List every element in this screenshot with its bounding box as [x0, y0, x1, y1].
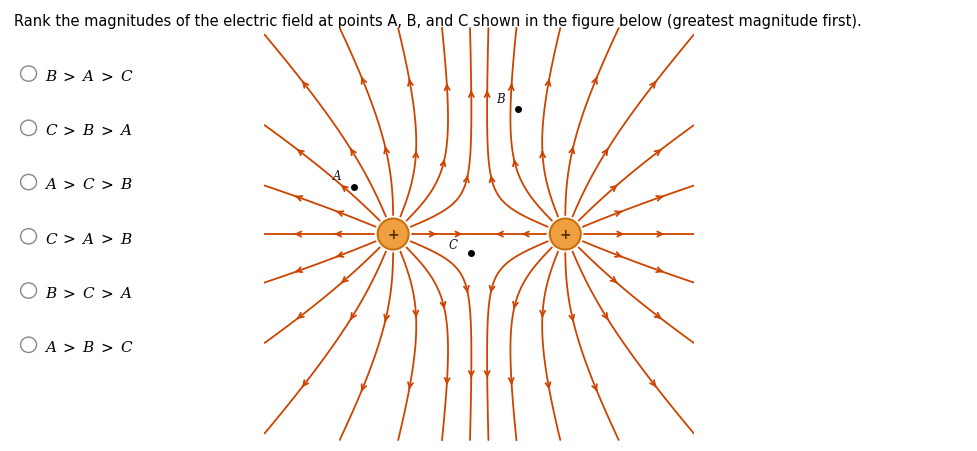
Text: C: C [120, 70, 132, 83]
Circle shape [377, 219, 408, 250]
Text: C: C [45, 232, 57, 246]
Text: C: C [120, 341, 132, 354]
Text: C: C [448, 238, 457, 251]
Text: >: > [101, 177, 113, 193]
Text: A: A [82, 70, 94, 83]
Text: B: B [45, 70, 57, 83]
Text: A: A [120, 286, 131, 300]
Text: >: > [63, 231, 75, 247]
Circle shape [549, 219, 580, 250]
Text: C: C [45, 124, 57, 138]
Text: B: B [496, 92, 504, 106]
Text: B: B [45, 286, 57, 300]
Text: B: B [120, 232, 131, 246]
Text: B: B [82, 341, 94, 354]
Text: >: > [63, 69, 75, 84]
Text: +: + [559, 228, 571, 241]
Text: A: A [45, 341, 56, 354]
Text: >: > [101, 123, 113, 138]
Text: C: C [82, 286, 94, 300]
Text: >: > [63, 340, 75, 355]
Text: >: > [63, 123, 75, 138]
Text: B: B [120, 178, 131, 192]
Text: C: C [82, 178, 94, 192]
Text: >: > [101, 340, 113, 355]
Text: Rank the magnitudes of the electric field at points A, B, and C shown in the fig: Rank the magnitudes of the electric fiel… [15, 14, 862, 28]
Text: >: > [101, 231, 113, 247]
Text: B: B [82, 124, 94, 138]
Text: A: A [45, 178, 56, 192]
Text: >: > [63, 177, 75, 193]
Text: >: > [101, 69, 113, 84]
Text: >: > [101, 285, 113, 301]
Text: A: A [332, 170, 341, 183]
Text: >: > [63, 285, 75, 301]
Text: A: A [82, 232, 94, 246]
Text: +: + [387, 228, 399, 241]
Text: A: A [120, 124, 131, 138]
